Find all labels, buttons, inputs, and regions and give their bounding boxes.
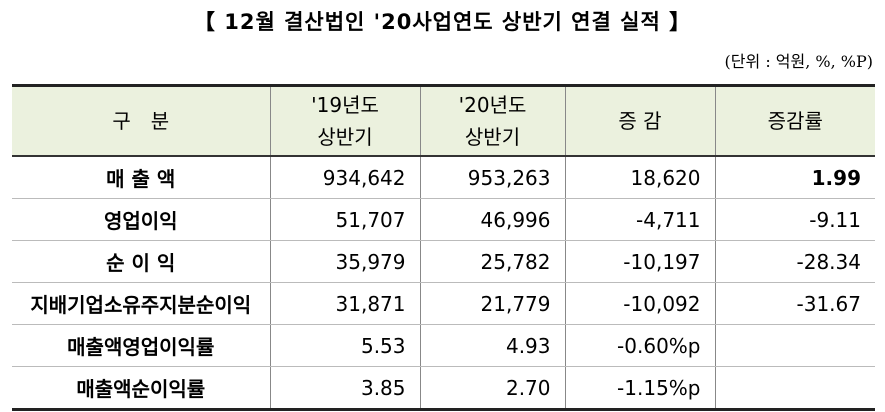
title: 【 12월 결산법인 '20사업연도 상반기 연결 실적 】 [193, 10, 692, 34]
table-row: 매 출 액 934,642 953,263 18,620 1.99 [12, 156, 875, 199]
column-header: 구 분 [12, 85, 271, 157]
cell: 3.85 [269, 366, 421, 411]
cell: -9.11 [714, 198, 875, 241]
cell: 35,979 [269, 240, 421, 283]
header-line: 구 분 [112, 109, 170, 133]
cell: 25,782 [419, 240, 566, 283]
table-row: 매출액순이익률 3.85 2.70 -1.15%p [12, 366, 875, 411]
header-line: 상반기 [317, 125, 373, 149]
cell: 1.99 [714, 156, 875, 199]
cell: -0.60%p [564, 324, 716, 367]
column-header: 증 감 [564, 85, 716, 157]
table-row: 영업이익 51,707 46,996 -4,711 -9.11 [12, 198, 875, 241]
cell [714, 324, 875, 367]
row-label: 매 출 액 [12, 156, 271, 199]
row-label: 매출액순이익률 [12, 366, 271, 411]
table-row: 매출액영업이익률 5.53 4.93 -0.60%p [12, 324, 875, 367]
cell: -1.15%p [564, 366, 716, 411]
header-line: 증 감 [618, 109, 662, 133]
row-label: 영업이익 [12, 198, 271, 241]
table-row: 순 이 익 35,979 25,782 -10,197 -28.34 [12, 240, 875, 283]
results-table: 구 분 '19년도 상반기 '20년도 상반기 증 감 증감률 매 출 액 934,642 95… [12, 84, 875, 411]
cell: -4,711 [564, 198, 716, 241]
cell: 953,263 [419, 156, 566, 199]
cell: 2.70 [419, 366, 566, 411]
header-row: 구 분 '19년도 상반기 '20년도 상반기 증 감 증감률 [12, 85, 875, 157]
cell: -28.34 [714, 240, 875, 283]
cell: 21,779 [419, 282, 566, 325]
cell: 18,620 [564, 156, 716, 199]
header-line: '19년도 [311, 93, 379, 117]
cell: 5.53 [269, 324, 421, 367]
header-line: 상반기 [464, 125, 521, 149]
row-label: 매출액영업이익률 [12, 324, 271, 367]
cell: 934,642 [269, 156, 421, 199]
header-line: 증감률 [767, 109, 823, 133]
row-label: 지배기업소유주지분순이익 [12, 282, 271, 325]
cell: -31.67 [714, 282, 875, 325]
table-row: 지배기업소유주지분순이익 31,871 21,779 -10,092 -31.67 [12, 282, 875, 325]
unit-note: (단위 : 억원, %, %P) [724, 52, 873, 71]
cell: 46,996 [419, 198, 566, 241]
cell: -10,197 [564, 240, 716, 283]
cell: 31,871 [269, 282, 421, 325]
cell [714, 366, 875, 411]
table-body: 매 출 액 934,642 953,263 18,620 1.99 영업이익 51,707 4… [12, 156, 875, 411]
cell: -10,092 [564, 282, 716, 325]
cell: 4.93 [419, 324, 566, 367]
cell: 51,707 [269, 198, 421, 241]
header-line: '20년도 [458, 93, 527, 117]
column-header: 증감률 [714, 85, 875, 157]
row-label: 순 이 익 [12, 240, 271, 283]
